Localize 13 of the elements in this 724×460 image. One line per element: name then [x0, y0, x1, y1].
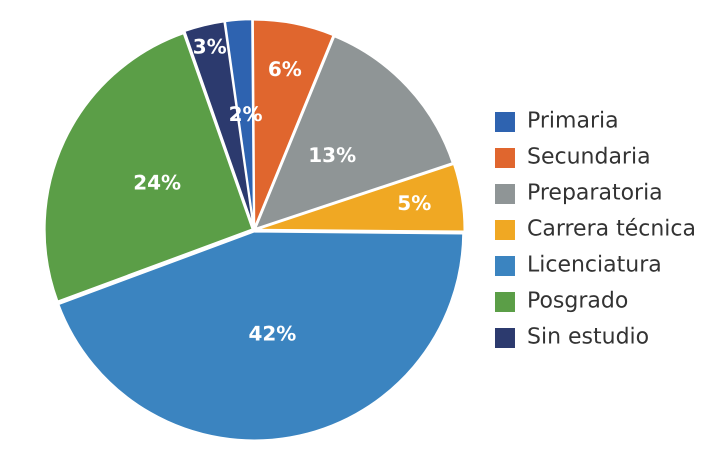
legend-label: Primaria: [526, 108, 619, 134]
legend-label: Secundaria: [526, 144, 651, 170]
legend-label: Carrera técnica: [526, 216, 696, 242]
data-label: 42%: [248, 322, 296, 346]
data-label: 5%: [397, 190, 432, 215]
legend-label: Licenciatura: [526, 252, 662, 278]
legend-label: Posgrado: [526, 288, 628, 314]
legend-label: Preparatoria: [526, 180, 663, 206]
data-label: 24%: [133, 170, 182, 195]
data-label: 3%: [192, 34, 227, 58]
data-label: 6%: [268, 56, 302, 81]
legend-label: Sin estudio: [526, 324, 650, 350]
data-label: 13%: [308, 143, 356, 168]
